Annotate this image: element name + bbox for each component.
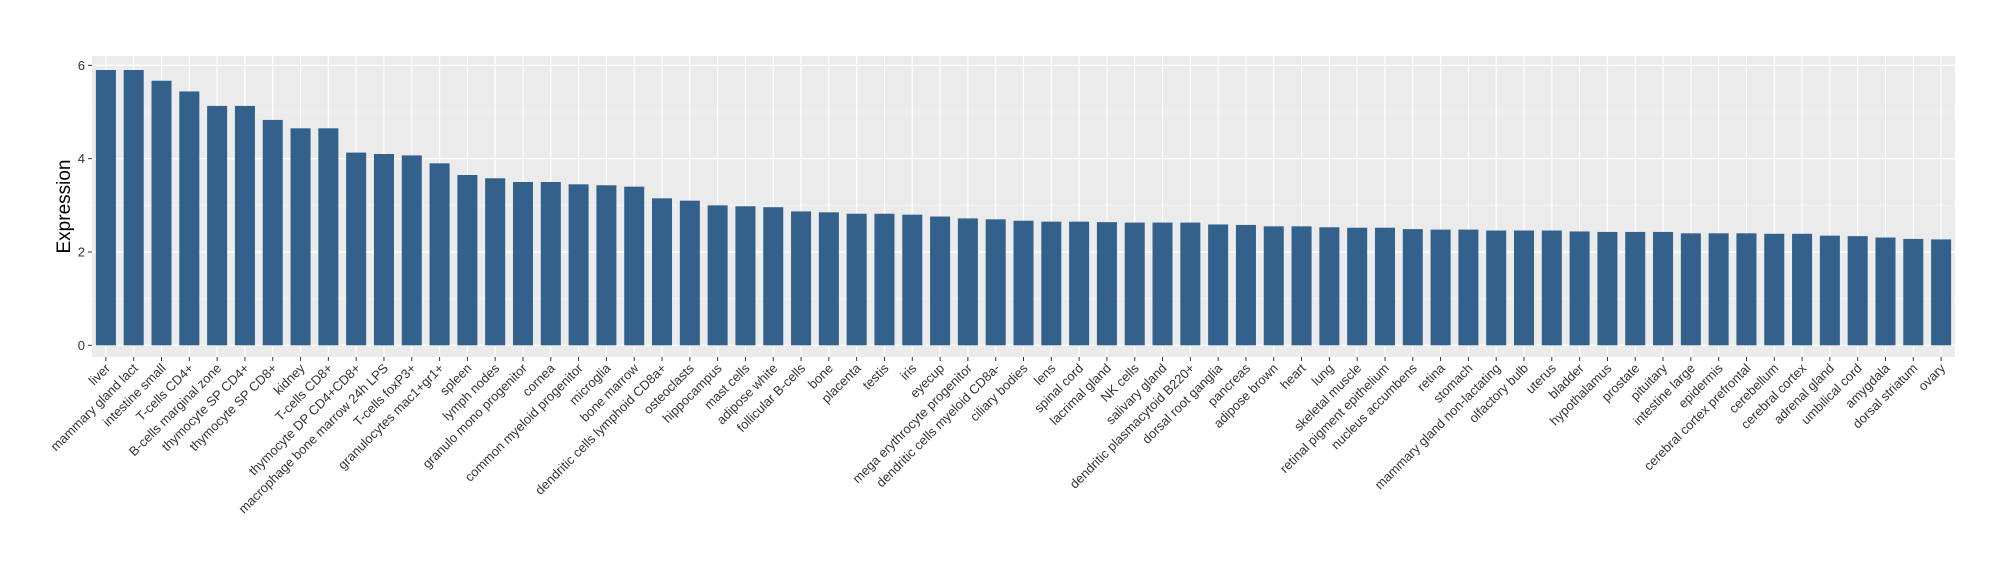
bar	[1875, 237, 1896, 346]
bar	[874, 213, 895, 346]
bar	[234, 105, 255, 346]
bar	[1013, 220, 1034, 346]
bar	[1625, 231, 1646, 346]
bar	[262, 119, 283, 346]
bar	[207, 105, 228, 346]
bar	[818, 212, 839, 346]
bar	[1152, 222, 1173, 346]
bar	[735, 206, 756, 346]
y-axis-label: Expression	[54, 160, 75, 254]
bar	[624, 186, 645, 346]
bar	[1847, 236, 1868, 346]
bar	[902, 214, 923, 346]
bar	[1374, 227, 1395, 346]
x-tick-label: heart	[1277, 360, 1309, 392]
bar	[1235, 224, 1256, 346]
bar	[1180, 222, 1201, 346]
bar	[1597, 231, 1618, 346]
bar	[179, 91, 200, 346]
bar	[1096, 222, 1117, 346]
bar	[318, 128, 339, 346]
bar	[679, 200, 700, 346]
bar	[1319, 227, 1340, 346]
bar	[1736, 233, 1757, 346]
bar	[846, 213, 867, 346]
bar	[373, 154, 394, 346]
x-tick-label: ovary	[1915, 360, 1948, 393]
bars	[95, 70, 1952, 346]
bar	[1903, 238, 1924, 346]
bar	[1708, 233, 1729, 346]
bar	[652, 198, 673, 346]
bar	[1486, 230, 1507, 346]
bar	[401, 155, 422, 346]
bar	[1653, 231, 1674, 346]
bar	[957, 218, 978, 346]
bar	[1263, 226, 1284, 346]
bar	[1458, 229, 1479, 346]
bar	[1041, 221, 1062, 346]
y-tick-label: 2	[78, 245, 85, 260]
bar	[1347, 227, 1368, 346]
bar	[930, 216, 951, 346]
bar	[1792, 233, 1813, 346]
bar	[457, 175, 478, 346]
bar	[1764, 233, 1785, 346]
bar	[485, 178, 506, 346]
bar	[1541, 230, 1562, 346]
bar	[791, 211, 812, 346]
bar	[540, 182, 561, 346]
bar	[985, 219, 1006, 346]
x-tick-label: testis	[860, 360, 892, 392]
bar	[1931, 239, 1952, 346]
bar	[1430, 229, 1451, 346]
bar	[1513, 230, 1535, 346]
y-tick-label: 4	[78, 151, 85, 166]
bar	[1291, 226, 1312, 346]
bar	[1069, 221, 1090, 346]
bar	[512, 182, 534, 346]
bar	[429, 163, 450, 346]
bar	[763, 207, 784, 346]
bar	[1124, 222, 1145, 346]
bar	[596, 185, 617, 346]
bar	[123, 70, 144, 346]
bar	[290, 128, 311, 346]
bar	[151, 80, 172, 346]
bar	[1208, 224, 1229, 346]
bar	[568, 184, 589, 346]
y-tick-label: 6	[78, 58, 85, 73]
bar	[1569, 231, 1590, 346]
bar	[1402, 229, 1423, 346]
y-tick-label: 0	[78, 338, 85, 353]
bar	[346, 152, 367, 346]
bar	[1819, 235, 1840, 346]
bar	[1680, 233, 1701, 346]
bar	[95, 70, 116, 346]
bar	[707, 205, 728, 346]
y-axis: 0 2 4 6	[78, 58, 92, 353]
